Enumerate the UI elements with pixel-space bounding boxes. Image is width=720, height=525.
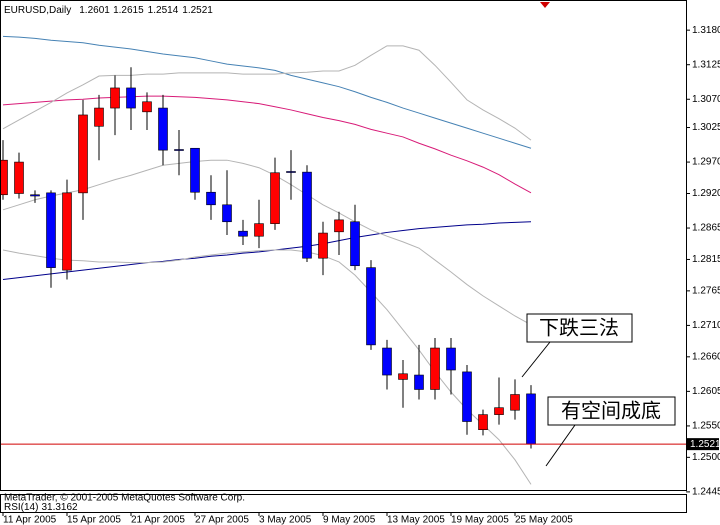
price-label: 1.2521 (690, 439, 720, 450)
y-tick-label: 1.2815 (692, 254, 720, 265)
plot-area (0, 35, 686, 485)
y-tick-label: 1.2500 (692, 452, 720, 463)
x-tick-label: 11 Apr 2005 (3, 515, 57, 525)
indicator-line (2, 95, 532, 194)
candle-body (510, 394, 520, 411)
indicator-line (2, 45, 532, 141)
candle-body (494, 407, 504, 415)
annotation-text: 有空间成底 (561, 399, 661, 423)
candle-body (62, 192, 72, 271)
candle-body (414, 374, 424, 390)
y-tick-label: 1.2445 (692, 487, 720, 498)
candle-body (254, 223, 264, 237)
price-label-box (687, 438, 719, 451)
y-tick-label: 1.2660 (692, 351, 720, 362)
y-tick-label: 1.2550 (692, 421, 720, 432)
x-tick-label: 15 Apr 2005 (67, 515, 121, 525)
x-tick-label: 21 Apr 2005 (131, 515, 185, 525)
candle-body (206, 191, 216, 206)
candle-body (462, 371, 472, 422)
x-tick-label: 27 Apr 2005 (195, 515, 249, 525)
y-tick-label: 1.2710 (692, 320, 720, 331)
chart-header: EURUSD,Daily 1.2601 1.2615 1.2514 1.2521 (4, 5, 213, 16)
candle-body (334, 219, 344, 233)
rsi-name: RSI(14) (4, 502, 38, 513)
y-tick-label: 1.2865 (692, 223, 720, 234)
symbol: EURUSD,Daily (4, 5, 71, 16)
annotation-1: 下跌三法 (521, 313, 633, 378)
y-tick-label: 1.2605 (692, 386, 720, 397)
rsi-label: RSI(14) 31.3162 (4, 502, 78, 513)
footer: MetaTrader, © 2001-2005 MetaQuotes Softw… (4, 493, 245, 504)
indicator-line (2, 221, 532, 281)
candle-body (526, 393, 536, 445)
candle-body (14, 161, 24, 194)
annotation-text: 下跌三法 (539, 316, 619, 340)
last-low: 1.2514 (148, 5, 179, 16)
candle-body (126, 87, 136, 109)
x-tick-label: 25 May 2005 (515, 515, 573, 525)
candle-body (190, 147, 200, 193)
y-tick-label: 1.2970 (692, 157, 720, 168)
candle-body (302, 171, 312, 259)
candle-body (398, 373, 408, 380)
y-tick-label: 1.2765 (692, 285, 720, 296)
shift-marker (540, 2, 550, 8)
indicator-line (2, 35, 532, 149)
x-tick-label: 9 May 2005 (323, 515, 376, 525)
x-tick-label: 3 May 2005 (259, 515, 312, 525)
candle-body (158, 107, 168, 151)
x-tick-label: 13 May 2005 (387, 515, 445, 525)
candle-body (366, 267, 376, 346)
candle-body (142, 101, 152, 113)
y-tick-label: 1.3070 (692, 94, 720, 105)
indicator-line (2, 249, 532, 485)
candle-body (286, 171, 296, 173)
last-high: 1.2615 (113, 5, 144, 16)
candle-body (46, 192, 56, 268)
candle-body (270, 172, 280, 224)
candle-body (478, 414, 488, 430)
y-tick-label: 1.3125 (692, 59, 720, 70)
annotation-arrow (521, 341, 551, 378)
candle-body (30, 194, 40, 197)
indicator-line (2, 159, 532, 326)
candle-body (222, 204, 232, 223)
y-tick-label: 1.3180 (692, 25, 720, 36)
candle-body (0, 159, 8, 196)
candle-body (174, 149, 184, 151)
candle-body (110, 87, 120, 109)
annotation-2: 有空间成底 (545, 396, 676, 467)
last-open: 1.2601 (79, 5, 110, 16)
candle-body (350, 221, 360, 267)
candle-body (78, 114, 88, 194)
annotation-box (526, 313, 633, 343)
annotation-box (547, 396, 676, 426)
y-tick-label: 1.2920 (692, 188, 720, 199)
candle-body (382, 347, 392, 376)
x-tick-label: 19 May 2005 (451, 515, 509, 525)
main-frame (0, 0, 687, 491)
annotation-arrow (545, 424, 576, 467)
candle-body (94, 107, 104, 127)
candle-body (446, 347, 456, 371)
candle-body (318, 232, 328, 259)
candle-body (430, 347, 440, 390)
y-tick-label: 1.3025 (692, 122, 720, 133)
candle-body (238, 230, 248, 237)
last-close: 1.2521 (182, 5, 213, 16)
rsi-value: 31.3162 (41, 502, 78, 513)
